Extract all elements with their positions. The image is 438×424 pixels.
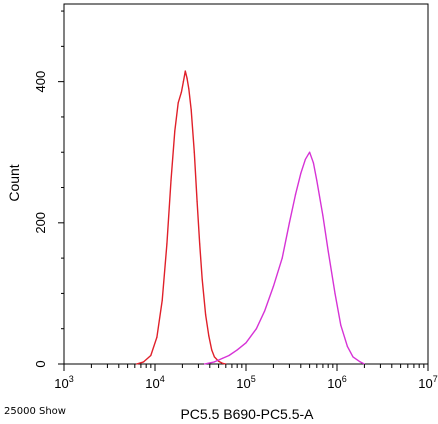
data-point bbox=[174, 130, 176, 132]
data-point bbox=[245, 342, 247, 344]
data-point bbox=[213, 356, 216, 358]
data-point bbox=[177, 102, 179, 104]
data-point bbox=[199, 243, 201, 245]
data-point bbox=[236, 349, 238, 351]
data-point bbox=[213, 361, 216, 363]
event-count-label: 25000 Show bbox=[4, 406, 66, 417]
data-point bbox=[346, 345, 348, 347]
x-tick-label: 106 bbox=[327, 374, 346, 391]
data-point bbox=[205, 313, 207, 316]
data-point bbox=[255, 328, 257, 330]
data-point bbox=[182, 81, 184, 83]
data-point bbox=[186, 77, 188, 79]
series-line bbox=[204, 151, 365, 365]
x-tick-label: 107 bbox=[418, 374, 437, 391]
data-point bbox=[221, 357, 223, 359]
x-tick-label: 103 bbox=[54, 374, 73, 391]
data-point bbox=[309, 151, 311, 153]
data-point bbox=[272, 285, 274, 287]
data-point bbox=[288, 222, 291, 224]
data-point bbox=[196, 201, 198, 203]
y-tick-label: 400 bbox=[33, 71, 48, 93]
data-point bbox=[184, 70, 186, 72]
data-point bbox=[188, 88, 190, 90]
data-point bbox=[180, 91, 182, 93]
data-point bbox=[281, 257, 283, 259]
series-group bbox=[136, 70, 227, 365]
data-point bbox=[312, 162, 314, 164]
data-point bbox=[352, 356, 354, 358]
data-point bbox=[294, 193, 297, 196]
data-point bbox=[201, 278, 203, 280]
data-point bbox=[304, 158, 307, 160]
data-point bbox=[211, 349, 213, 351]
data-point bbox=[327, 250, 329, 252]
data-point bbox=[150, 354, 152, 357]
x-tick-label: 105 bbox=[236, 374, 255, 391]
series-group bbox=[203, 151, 365, 365]
data-point bbox=[334, 292, 336, 295]
data-point bbox=[156, 336, 158, 338]
plot-frame bbox=[63, 3, 429, 365]
data-point bbox=[193, 151, 195, 153]
series-line bbox=[136, 70, 226, 365]
y-tick-label: 0 bbox=[33, 360, 48, 367]
data-point bbox=[221, 362, 223, 364]
data-point bbox=[263, 310, 266, 312]
data-point bbox=[170, 179, 172, 182]
data-point bbox=[359, 361, 361, 363]
y-axis-label: Count bbox=[6, 164, 22, 201]
data-point bbox=[161, 299, 163, 302]
data-point bbox=[322, 215, 324, 217]
data-point bbox=[203, 363, 206, 365]
data-point bbox=[136, 363, 138, 365]
data-point bbox=[228, 354, 230, 357]
data-point bbox=[316, 179, 318, 182]
data-point bbox=[340, 324, 342, 326]
x-tick-label: 104 bbox=[145, 374, 164, 391]
data-point bbox=[300, 172, 302, 175]
y-tick-label: 200 bbox=[33, 212, 48, 234]
data-point bbox=[190, 109, 192, 111]
x-axis-label: PC5.5 B690-PC5.5-A bbox=[180, 406, 314, 422]
data-point bbox=[166, 243, 168, 245]
data-point bbox=[143, 361, 145, 363]
data-point bbox=[208, 335, 210, 337]
